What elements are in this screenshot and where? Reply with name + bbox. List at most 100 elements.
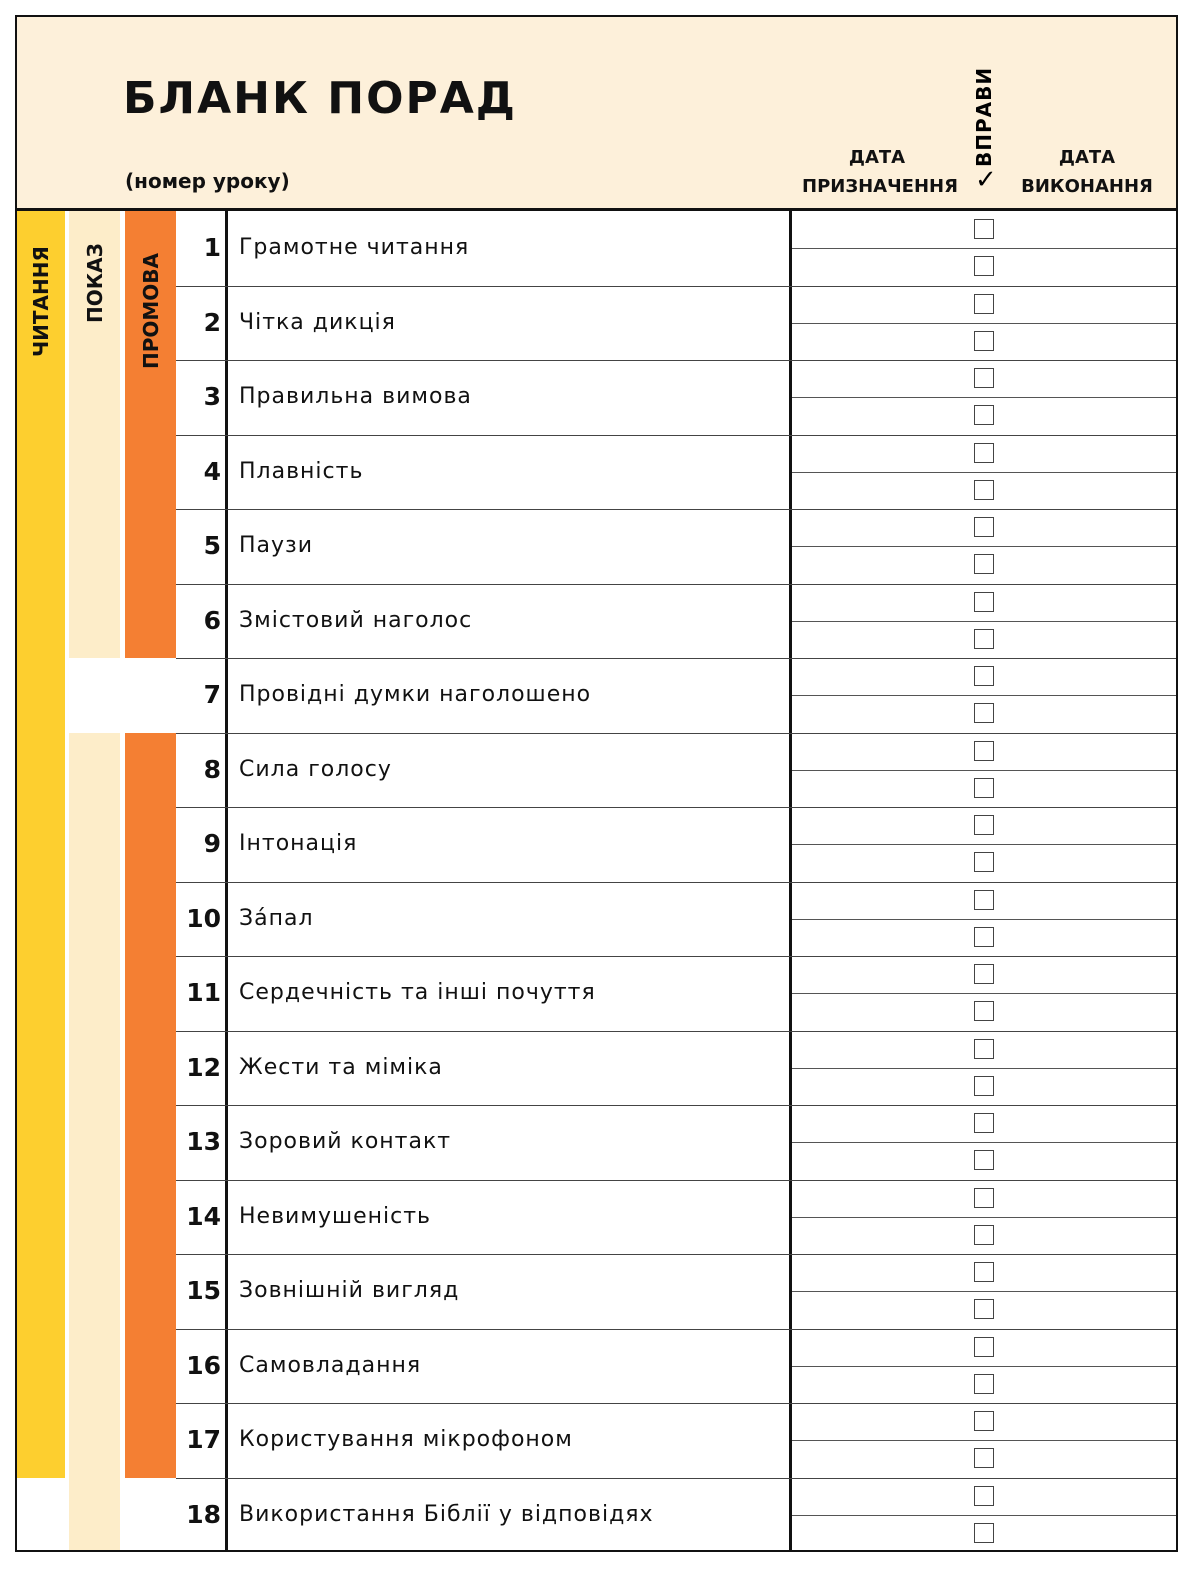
exercise-checkbox[interactable] (974, 1448, 994, 1469)
subrow-divider (792, 769, 1176, 771)
row-divider (176, 732, 1176, 734)
row-number: 15 (186, 1276, 221, 1305)
subrow-divider (792, 322, 1176, 324)
advice-title: Правильна вимова (239, 384, 472, 409)
row-divider (176, 1179, 1176, 1181)
exercise-checkbox[interactable] (974, 777, 994, 798)
row-number: 13 (186, 1127, 221, 1156)
date-completed-header: ДАТА ВИКОНАННЯ (1021, 147, 1153, 197)
exercise-checkbox[interactable] (974, 1075, 994, 1096)
exercise-checkbox[interactable] (974, 591, 994, 612)
row-number: 11 (186, 978, 221, 1007)
exercise-checkbox[interactable] (974, 368, 994, 388)
row-divider (176, 1328, 1176, 1330)
exercise-checkbox[interactable] (974, 517, 994, 537)
exercise-checkbox[interactable] (974, 1411, 994, 1431)
exercise-checkbox[interactable] (974, 219, 994, 239)
check-mark-icon: ✓ (975, 165, 997, 195)
advice-title: Змістовий наголос (239, 607, 473, 633)
subrow-divider (792, 397, 1176, 399)
exercise-checkbox[interactable] (974, 1113, 994, 1133)
subrow-divider (792, 1216, 1176, 1218)
row-number: 12 (186, 1052, 221, 1082)
divider (225, 211, 228, 1550)
exercise-checkbox[interactable] (974, 479, 994, 500)
exercise-checkbox[interactable] (974, 740, 994, 761)
exercise-checkbox[interactable] (974, 1150, 994, 1171)
row-number: 10 (186, 903, 221, 933)
row-divider (176, 1477, 1176, 1479)
talk-label: ПРОМОВА (139, 252, 163, 369)
advice-title: Самовладання (239, 1352, 422, 1378)
exercise-checkbox[interactable] (974, 1336, 994, 1357)
advice-title: Зоровий контакт (239, 1129, 452, 1154)
row-divider (176, 956, 1176, 957)
subrow-divider (792, 1067, 1176, 1069)
demo-label: ПОКАЗ (83, 243, 107, 323)
row-number: 14 (186, 1201, 221, 1231)
row-number: 17 (186, 1425, 221, 1454)
advice-form: БЛАНК ПОРАД (номер уроку) ДАТА ПРИЗНАЧЕН… (15, 15, 1178, 1552)
advice-title: Зовнішній вигляд (239, 1278, 460, 1303)
row-divider (176, 583, 1176, 585)
row-number: 2 (203, 307, 221, 337)
advice-title: Плавність (239, 458, 364, 484)
exercise-checkbox[interactable] (974, 442, 994, 463)
exercise-checkbox[interactable] (974, 256, 994, 277)
row-number: 6 (203, 605, 221, 635)
exercise-checkbox[interactable] (974, 405, 994, 426)
exercise-checkbox[interactable] (974, 628, 994, 649)
subrow-divider (792, 471, 1176, 473)
exercise-checkbox[interactable] (974, 554, 994, 575)
exercise-checkbox[interactable] (974, 330, 994, 351)
subrow-divider (792, 1142, 1176, 1144)
exercise-checkbox[interactable] (974, 703, 994, 724)
row-number: 3 (203, 382, 221, 411)
advice-title: Провідні думки наголошено (239, 682, 592, 707)
row-divider (176, 881, 1176, 883)
exercise-checkbox[interactable] (974, 889, 994, 910)
exercise-checkbox[interactable] (974, 1485, 994, 1506)
exercise-checkbox[interactable] (974, 1373, 994, 1394)
exercise-checkbox[interactable] (974, 1224, 994, 1245)
subrow-divider (792, 993, 1176, 995)
exercise-checkbox[interactable] (974, 1522, 994, 1543)
divider (789, 211, 792, 1550)
subrow-divider (792, 695, 1176, 697)
subrow-divider (792, 1514, 1176, 1516)
reading-label: ЧИТАННЯ (29, 246, 53, 357)
exercise-checkbox[interactable] (974, 1299, 994, 1320)
advice-title: Чітка дикція (239, 309, 396, 335)
exercise-checkbox[interactable] (974, 852, 994, 873)
exercise-checkbox[interactable] (974, 1187, 994, 1208)
row-number: 5 (203, 531, 221, 560)
reading-bar (17, 211, 65, 1478)
subrow-divider (792, 620, 1176, 622)
exercise-checkbox[interactable] (974, 964, 994, 984)
exercise-checkbox[interactable] (974, 1038, 994, 1059)
row-divider (176, 285, 1176, 287)
subrow-divider (792, 1440, 1176, 1442)
row-divider (176, 1105, 1176, 1106)
exercise-checkbox[interactable] (974, 293, 994, 314)
advice-title: Сила голосу (239, 756, 392, 782)
demo-bar (69, 211, 120, 658)
exercise-checkbox[interactable] (974, 666, 994, 686)
row-divider (176, 509, 1176, 510)
form-title: БЛАНК ПОРАД (123, 73, 517, 124)
talk-bar (125, 732, 176, 1478)
subrow-divider (792, 844, 1176, 846)
advice-title: Жести та міміка (239, 1054, 443, 1080)
exercise-checkbox[interactable] (974, 1001, 994, 1022)
exercise-checkbox[interactable] (974, 815, 994, 835)
subrow-divider (792, 1291, 1176, 1293)
form-header: БЛАНК ПОРАД (номер уроку) ДАТА ПРИЗНАЧЕН… (17, 17, 1176, 211)
advice-title: Грамотне читання (239, 235, 470, 260)
exercise-checkbox[interactable] (974, 926, 994, 947)
row-number: 7 (203, 680, 221, 709)
advice-title: Сердечність та інші почуття (239, 980, 596, 1005)
row-number: 9 (203, 829, 221, 858)
advice-title: Користування мікрофоном (239, 1427, 573, 1452)
row-divider (176, 1403, 1176, 1404)
exercise-checkbox[interactable] (974, 1262, 994, 1282)
